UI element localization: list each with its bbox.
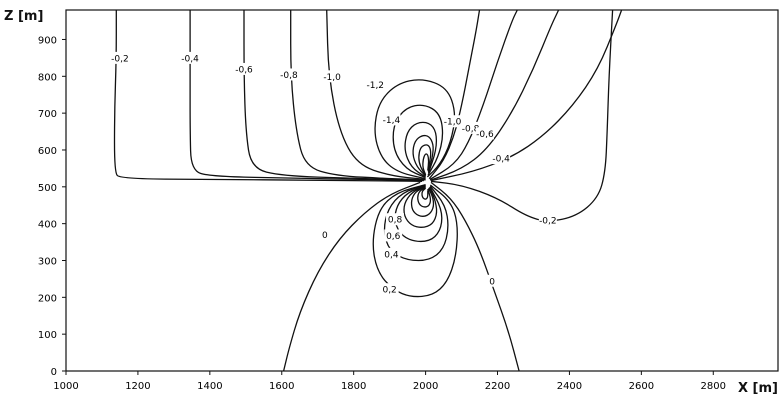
contour-line bbox=[430, 9, 623, 182]
contour-label: -0,2 bbox=[111, 54, 129, 64]
y-tick-label: 400 bbox=[38, 220, 57, 231]
y-tick-label: 100 bbox=[38, 330, 57, 341]
contour-label: -0,2 bbox=[539, 216, 557, 226]
contour-label: -0,6 bbox=[476, 130, 494, 140]
contour-label: 0 bbox=[489, 277, 495, 287]
contour-line bbox=[417, 187, 432, 208]
contour-line bbox=[290, 10, 426, 181]
contour-line bbox=[430, 181, 520, 372]
contour-label: 0,4 bbox=[384, 250, 399, 260]
y-tick-label: 300 bbox=[38, 256, 57, 267]
contour-label-bg bbox=[110, 51, 129, 64]
contour-label-bg bbox=[475, 127, 494, 140]
contour-label: -1,0 bbox=[444, 118, 462, 128]
contour-label-bg bbox=[235, 62, 253, 75]
y-tick-label: 200 bbox=[38, 293, 57, 304]
contour-label-bg bbox=[443, 115, 462, 128]
contour-line bbox=[428, 9, 481, 180]
contour-label-bg bbox=[366, 78, 385, 91]
contour-label: -0,4 bbox=[181, 54, 199, 64]
axes: 1000 1200 1400 1600 1800 2000 2200 2400 2600 2800… bbox=[38, 9, 779, 392]
y-tick-label: 800 bbox=[38, 72, 57, 83]
x-tick-label: 1600 bbox=[269, 381, 294, 392]
contour-line bbox=[418, 144, 432, 176]
contour-label: -1,0 bbox=[323, 73, 341, 83]
y-tick-label: 500 bbox=[38, 183, 57, 194]
contour-line bbox=[392, 104, 444, 179]
contour-line bbox=[430, 9, 614, 222]
contour-line bbox=[282, 181, 421, 372]
contour-label: -1,4 bbox=[383, 116, 401, 126]
contour-label: -0,8 bbox=[462, 124, 480, 134]
contour-label-bg bbox=[492, 152, 511, 165]
contour-line bbox=[412, 134, 434, 177]
contour-line bbox=[403, 185, 438, 228]
contour-label-bg bbox=[461, 121, 480, 134]
y-tick-label: 600 bbox=[38, 146, 57, 157]
x-tick-label: 1200 bbox=[125, 381, 150, 392]
x-tick-label: 2800 bbox=[701, 381, 726, 392]
contour-label: -0,4 bbox=[492, 155, 510, 165]
contour-label: 0,6 bbox=[386, 232, 401, 242]
contour-line bbox=[189, 10, 424, 182]
contour-line bbox=[430, 9, 560, 181]
x-tick-label: 2400 bbox=[557, 381, 582, 392]
contour-label-bg bbox=[382, 113, 401, 126]
contour-line bbox=[372, 183, 458, 298]
contour-label: 0,8 bbox=[388, 216, 403, 226]
x-tick-label: 2000 bbox=[413, 381, 438, 392]
contour-label-bg bbox=[538, 213, 557, 226]
plot-frame bbox=[65, 9, 779, 372]
contour-label-bg bbox=[384, 229, 403, 242]
contour-line bbox=[404, 121, 438, 178]
contour-label-bg bbox=[386, 213, 405, 226]
y-tick-label: 900 bbox=[38, 35, 57, 46]
contour-line bbox=[113, 9, 423, 182]
contour-label-bg bbox=[382, 247, 401, 260]
contour-label-bg bbox=[483, 274, 502, 287]
x-tick-label: 2200 bbox=[485, 381, 510, 392]
contour-label-bg bbox=[323, 70, 342, 83]
x-tick-label: 1400 bbox=[197, 381, 222, 392]
contour-label-bg bbox=[181, 51, 200, 64]
contour-label: -0,6 bbox=[235, 65, 253, 75]
contour-label-bg bbox=[279, 68, 298, 81]
contour-label-bg bbox=[380, 283, 399, 296]
contour-labels: -0,2 -0,4-0,6-0,8 -1,0-1,2-1,4 -1,0-0,8-0,6… bbox=[110, 51, 557, 296]
contour-line bbox=[422, 153, 430, 175]
contour-label: -0,8 bbox=[280, 71, 298, 81]
x-tick-label: 2600 bbox=[629, 381, 654, 392]
contour-line bbox=[374, 79, 456, 180]
contour-label-bg bbox=[315, 228, 334, 241]
contour-label: 0 bbox=[322, 231, 328, 241]
contour-line bbox=[394, 185, 443, 243]
contour-line bbox=[243, 10, 424, 181]
y-tick-label: 700 bbox=[38, 109, 57, 120]
contour-label: -1,2 bbox=[366, 81, 384, 91]
contour-line bbox=[326, 9, 426, 181]
contour-line bbox=[421, 187, 429, 200]
x-axis-label: X [m] bbox=[738, 381, 778, 396]
y-tick-label: 0 bbox=[51, 367, 57, 378]
contour-line bbox=[410, 186, 435, 217]
contour-label: 0,2 bbox=[382, 286, 396, 296]
y-axis-label: Z [m] bbox=[4, 9, 43, 24]
x-tick-label: 1800 bbox=[341, 381, 366, 392]
x-tick-label: 1000 bbox=[53, 381, 78, 392]
